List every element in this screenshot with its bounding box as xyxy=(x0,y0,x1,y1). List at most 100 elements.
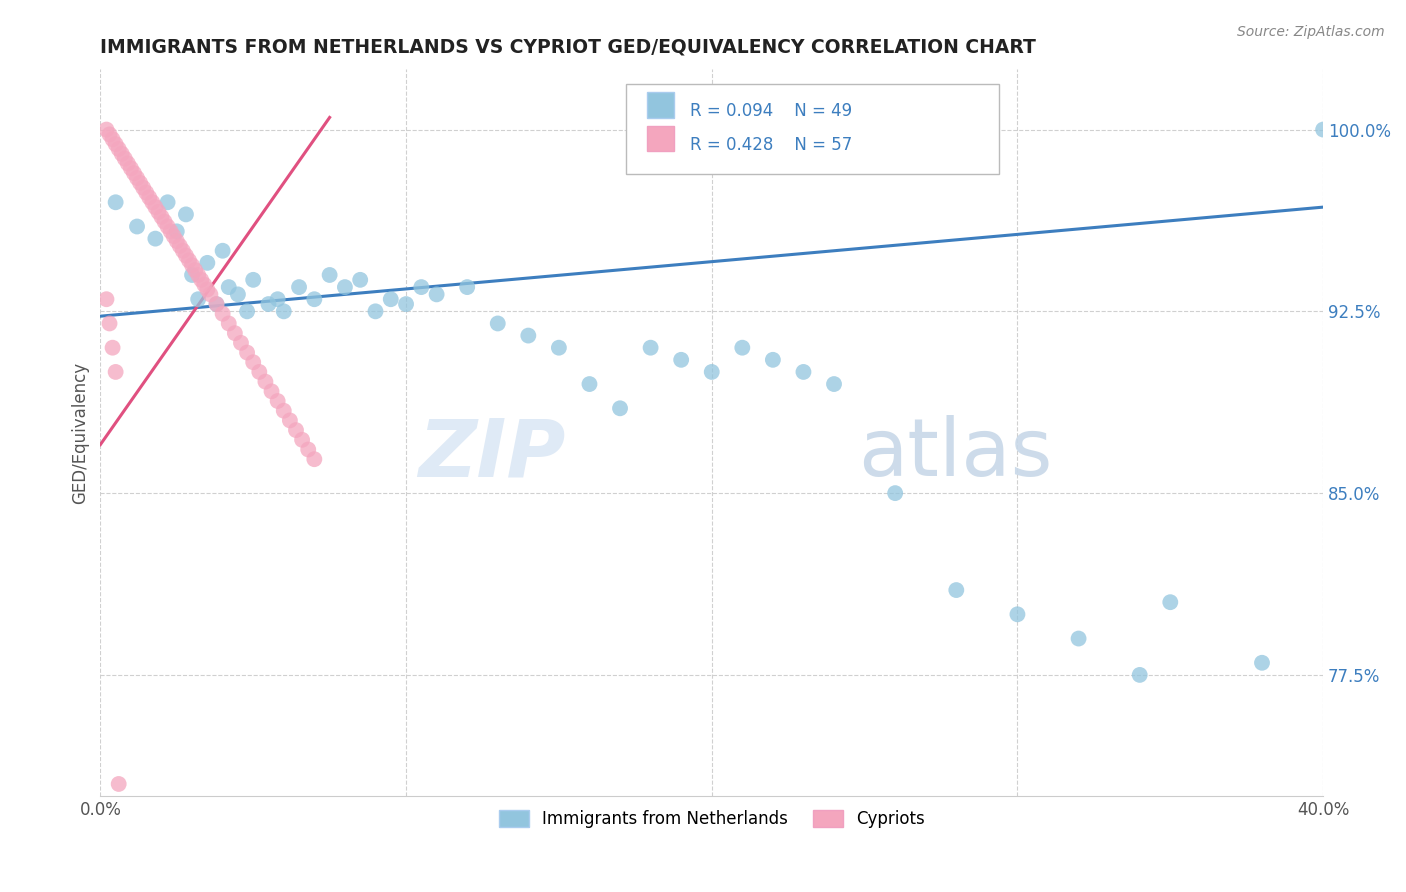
Point xyxy=(304,292,326,306)
Point xyxy=(107,142,129,156)
Point xyxy=(169,239,191,253)
Point xyxy=(278,413,301,427)
Y-axis label: GED/Equivalency: GED/Equivalency xyxy=(72,361,89,504)
Point xyxy=(129,176,152,190)
Point xyxy=(411,280,433,294)
Point xyxy=(700,365,723,379)
Point xyxy=(141,195,163,210)
Point xyxy=(517,328,540,343)
Point xyxy=(148,205,170,219)
Point xyxy=(205,297,228,311)
Point xyxy=(101,341,124,355)
Point xyxy=(945,583,967,598)
Point xyxy=(184,263,207,277)
Point xyxy=(273,403,295,417)
Text: R = 0.094    N = 49: R = 0.094 N = 49 xyxy=(690,103,852,120)
Point xyxy=(304,452,326,467)
Point xyxy=(260,384,283,399)
Point xyxy=(218,317,240,331)
FancyBboxPatch shape xyxy=(647,126,673,151)
Point xyxy=(125,219,148,234)
Point xyxy=(96,292,118,306)
Point xyxy=(156,195,179,210)
Point xyxy=(266,394,288,409)
Point xyxy=(349,273,371,287)
Point xyxy=(104,137,127,152)
Point xyxy=(236,304,259,318)
Point xyxy=(395,297,418,311)
Point xyxy=(291,433,314,447)
Point xyxy=(1251,656,1274,670)
Point xyxy=(163,229,186,244)
FancyBboxPatch shape xyxy=(626,84,1000,175)
Point xyxy=(884,486,907,500)
Point xyxy=(578,377,600,392)
Point xyxy=(200,287,222,301)
Point xyxy=(193,277,215,292)
Point xyxy=(1312,122,1334,136)
Point xyxy=(117,156,139,170)
Point xyxy=(297,442,319,457)
FancyBboxPatch shape xyxy=(647,92,673,118)
Point xyxy=(156,219,179,234)
Point xyxy=(731,341,754,355)
Text: atlas: atlas xyxy=(859,416,1053,493)
Text: Source: ZipAtlas.com: Source: ZipAtlas.com xyxy=(1237,25,1385,39)
Point xyxy=(174,207,197,221)
Point xyxy=(229,335,252,350)
Text: IMMIGRANTS FROM NETHERLANDS VS CYPRIOT GED/EQUIVALENCY CORRELATION CHART: IMMIGRANTS FROM NETHERLANDS VS CYPRIOT G… xyxy=(100,37,1036,56)
Point xyxy=(205,297,228,311)
Point xyxy=(364,304,387,318)
Point xyxy=(242,273,264,287)
Point xyxy=(101,132,124,146)
Point xyxy=(195,283,218,297)
Point xyxy=(426,287,449,301)
Point xyxy=(318,268,340,282)
Point xyxy=(242,355,264,369)
Point xyxy=(166,234,188,248)
Point xyxy=(177,253,200,268)
Point xyxy=(135,186,157,200)
Point xyxy=(174,249,197,263)
Point xyxy=(120,161,142,176)
Point xyxy=(132,180,155,194)
Point xyxy=(333,280,356,294)
Point xyxy=(273,304,295,318)
Point xyxy=(125,171,148,186)
Point xyxy=(195,256,218,270)
Point xyxy=(111,146,134,161)
Point xyxy=(456,280,478,294)
Point xyxy=(792,365,814,379)
Point xyxy=(380,292,402,306)
Point xyxy=(218,280,240,294)
Point xyxy=(190,273,212,287)
Point xyxy=(1129,668,1152,682)
Point xyxy=(104,365,127,379)
Point xyxy=(1067,632,1090,646)
Point xyxy=(98,128,121,142)
Point xyxy=(145,232,167,246)
Point xyxy=(548,341,571,355)
Point xyxy=(181,268,204,282)
Point xyxy=(104,195,127,210)
Legend: Immigrants from Netherlands, Cypriots: Immigrants from Netherlands, Cypriots xyxy=(492,804,932,835)
Point xyxy=(762,352,785,367)
Point xyxy=(285,423,308,437)
Point xyxy=(153,215,176,229)
Point xyxy=(159,224,181,238)
Text: ZIP: ZIP xyxy=(418,416,565,493)
Point xyxy=(211,307,233,321)
Point xyxy=(1007,607,1029,622)
Point xyxy=(224,326,246,340)
Point xyxy=(211,244,233,258)
Point xyxy=(609,401,631,416)
Point xyxy=(226,287,249,301)
Point xyxy=(288,280,311,294)
Point xyxy=(98,317,121,331)
Point xyxy=(669,352,692,367)
Point xyxy=(187,268,209,282)
Point xyxy=(486,317,509,331)
Point xyxy=(145,200,167,214)
Point xyxy=(122,166,145,180)
Point xyxy=(236,345,259,359)
